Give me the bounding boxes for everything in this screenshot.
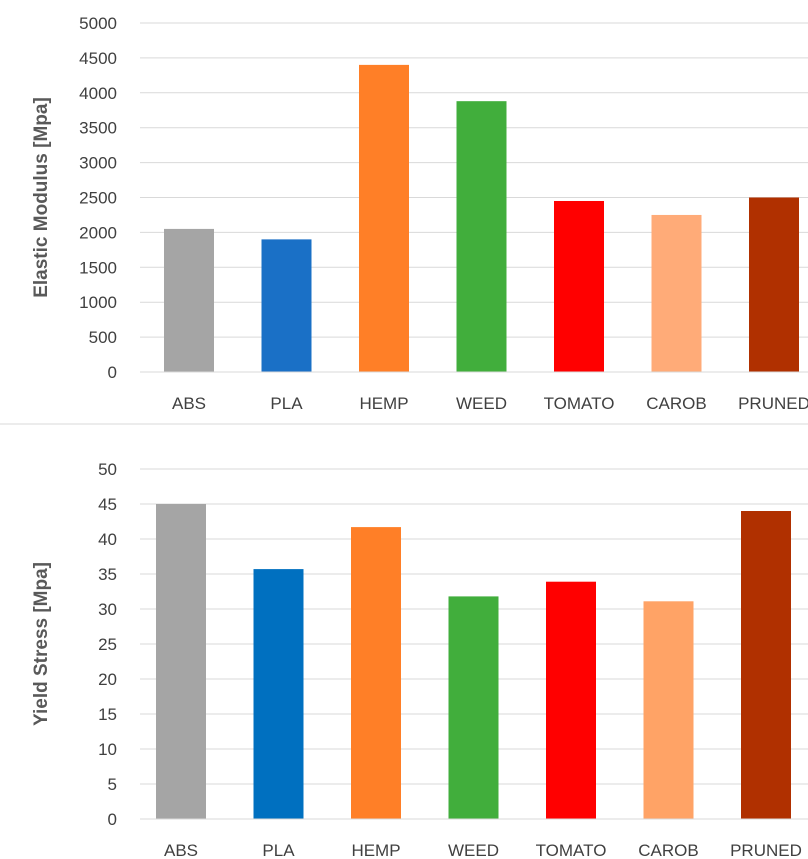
y-tick-label: 2000 xyxy=(79,223,117,242)
elastic-modulus-chart: 0 500 1000 1500 2000 2500 3000 3500 4000 4500 5000… xyxy=(31,14,808,413)
bar-hemp xyxy=(351,527,401,819)
y-tick-label: 5 xyxy=(108,775,117,794)
y-tick-label: 4500 xyxy=(79,49,117,68)
x-category-label: HEMP xyxy=(351,841,400,859)
x-category-label: PLA xyxy=(270,394,303,413)
x-category-label: WEED xyxy=(448,841,499,859)
bar-weed xyxy=(448,596,499,819)
x-category-label: ABS xyxy=(172,394,206,413)
x-category-label: WEED xyxy=(456,394,507,413)
y-axis-label: Yield Stress [Mpa] xyxy=(31,562,52,726)
y-axis-label: Elastic Modulus [Mpa] xyxy=(31,97,52,298)
bar-abs xyxy=(156,504,206,819)
y-tick-label: 40 xyxy=(98,530,117,549)
bar-tomato xyxy=(546,581,596,819)
y-tick-label: 1000 xyxy=(79,293,117,312)
y-tick-label: 3000 xyxy=(79,154,117,173)
x-category-label: TOMATO xyxy=(536,841,607,859)
x-category-label: HEMP xyxy=(359,394,408,413)
x-category-label: ABS xyxy=(164,841,198,859)
y-tick-label: 3500 xyxy=(79,119,117,138)
bar-hemp xyxy=(359,64,409,372)
y-tick-label: 10 xyxy=(98,740,117,759)
x-category-label: PRUNED xyxy=(738,394,808,413)
y-tick-label: 25 xyxy=(98,635,117,654)
y-tick-label: 15 xyxy=(98,705,117,724)
y-tick-label: 30 xyxy=(98,600,117,619)
y-tick-label: 20 xyxy=(98,670,117,689)
bar-pruned xyxy=(749,197,799,372)
y-tick-label: 50 xyxy=(98,460,117,479)
bar-tomato xyxy=(554,200,604,372)
bar-pla xyxy=(253,569,304,819)
bar-weed xyxy=(456,101,507,373)
bar-pla xyxy=(261,239,312,372)
y-tick-label: 500 xyxy=(89,328,117,347)
y-tick-label: 1500 xyxy=(79,258,117,277)
y-tick-label: 5000 xyxy=(79,14,117,33)
bar-carob xyxy=(643,601,694,819)
y-tick-label: 0 xyxy=(108,363,117,382)
x-category-label: CAROB xyxy=(646,394,706,413)
x-category-label: CAROB xyxy=(638,841,698,859)
y-tick-label: 0 xyxy=(108,810,117,829)
y-tick-label: 2500 xyxy=(79,189,117,208)
x-category-label: PLA xyxy=(262,841,295,859)
bar-pruned xyxy=(741,511,791,819)
x-category-label: TOMATO xyxy=(544,394,615,413)
x-category-label: PRUNED xyxy=(730,841,802,859)
y-tick-label: 35 xyxy=(98,565,117,584)
y-tick-label: 45 xyxy=(98,495,117,514)
yield-stress-chart: 0 5 10 15 20 25 30 35 40 45 50 ABS PLA HEMP WEED TOMATO… xyxy=(31,460,808,859)
bar-abs xyxy=(164,228,214,372)
y-tick-label: 4000 xyxy=(79,84,117,103)
bar-carob xyxy=(651,214,702,372)
